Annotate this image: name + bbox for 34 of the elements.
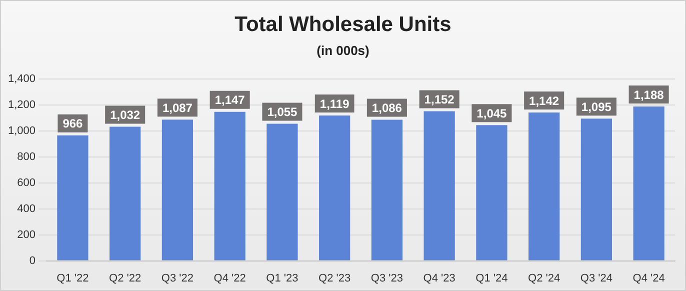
chart-subtitle: (in 000s) (316, 43, 370, 58)
x-tick-label: Q3 '22 (161, 272, 194, 284)
data-label: 1,045 (476, 106, 508, 120)
y-tick-label: 1,000 (8, 124, 36, 137)
data-label: 1,087 (162, 100, 193, 115)
y-tick-label: 0 (29, 254, 36, 267)
data-label: 1,188 (634, 88, 664, 102)
y-tick-label: 800 (17, 150, 36, 163)
data-label: 1,032 (110, 108, 140, 122)
x-tick-label: Q4 '22 (214, 272, 246, 284)
x-tick-label: Q3 '23 (370, 272, 403, 284)
x-tick-label: Q2 '23 (318, 272, 351, 284)
data-label: 1,095 (581, 100, 612, 114)
x-tick-label: Q1 '24 (476, 272, 508, 284)
data-label: 1,147 (214, 93, 246, 108)
x-tick-label: Q4 '23 (423, 272, 456, 284)
x-tick-label: Q2 '22 (109, 272, 142, 284)
x-tick-label: Q2 '24 (528, 272, 560, 284)
x-tick-label: Q1 '23 (266, 272, 298, 284)
data-label: 1,086 (372, 101, 402, 116)
data-label: 1,119 (320, 96, 350, 111)
data-label: 966 (62, 116, 84, 131)
x-tick-label: Q3 '24 (580, 272, 612, 284)
y-tick-label: 400 (17, 202, 36, 215)
x-tick-label: Q4 '24 (632, 272, 665, 284)
y-tick-label: 200 (17, 228, 36, 241)
data-label: 1,142 (529, 94, 560, 108)
data-label: 1,152 (424, 92, 455, 107)
data-label: 1,055 (267, 105, 298, 120)
y-tick-label: 1,200 (8, 99, 36, 112)
y-tick-label: 1,400 (8, 73, 36, 86)
x-tick-label: Q1 '22 (56, 272, 89, 284)
y-tick-label: 600 (17, 176, 36, 189)
chart-title: Total Wholesale Units (234, 13, 452, 37)
